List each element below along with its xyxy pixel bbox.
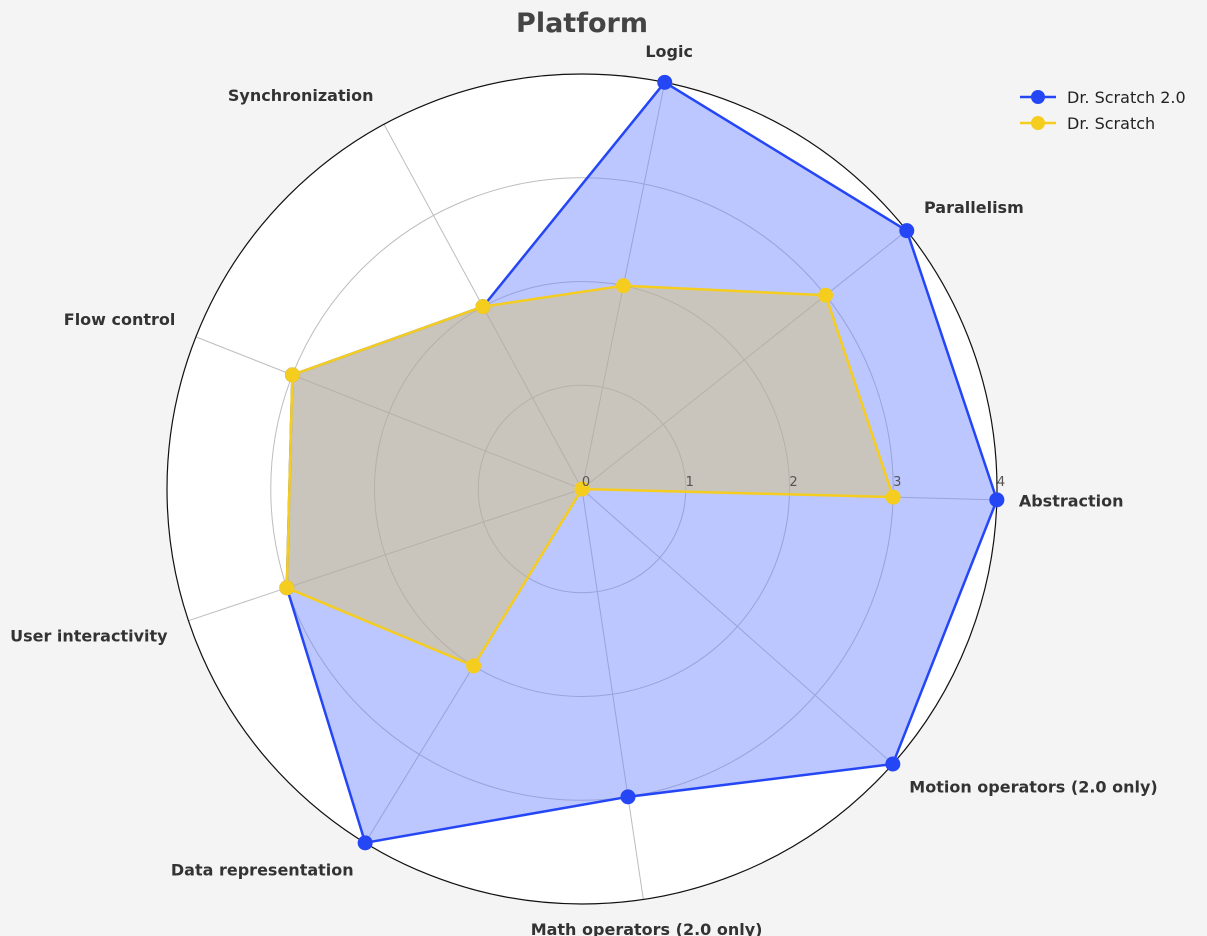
radar-series	[279, 74, 1005, 851]
radial-tick-label: 0	[582, 475, 590, 490]
legend-label: Dr. Scratch	[1067, 114, 1155, 133]
chart-title: Platform	[516, 8, 648, 39]
axis-labels: Abstraction Parallelism Logic Synchronizati…	[10, 42, 1158, 936]
axis-label: User interactivity	[10, 627, 168, 646]
legend-item: Dr. Scratch 2.0	[1020, 88, 1186, 107]
axis-label: Math operators (2.0 only)	[531, 920, 763, 936]
data-point	[899, 223, 915, 239]
data-point	[657, 74, 673, 90]
axis-label: Motion operators (2.0 only)	[909, 778, 1157, 797]
radial-tick-label: 2	[789, 475, 797, 490]
data-point	[989, 492, 1005, 508]
radial-tick-label: 4	[997, 475, 1005, 490]
spoke-line	[581, 488, 644, 900]
legend: Dr. Scratch 2.0 Dr. Scratch	[1020, 88, 1186, 133]
grid-ring	[270, 177, 894, 801]
legend-swatch-marker	[1031, 90, 1045, 104]
data-point	[279, 580, 295, 596]
data-point	[284, 367, 300, 383]
series-1	[279, 278, 901, 674]
legend-item: Dr. Scratch	[1020, 114, 1155, 133]
data-point	[357, 835, 373, 851]
legend-swatch-marker	[1031, 116, 1045, 130]
data-point	[615, 278, 631, 294]
series-area	[286, 82, 997, 843]
spoke-line	[188, 488, 583, 622]
radial-tick-label: 1	[686, 475, 694, 490]
radial-ticks: 0 1 2 3 4	[582, 475, 1005, 490]
data-point	[818, 287, 834, 303]
spoke-line	[581, 230, 908, 490]
axis-label: Synchronization	[228, 86, 374, 105]
axis-label: Logic	[645, 42, 693, 61]
data-point	[885, 489, 901, 505]
radial-tick-label: 3	[893, 475, 901, 490]
series-area	[286, 285, 894, 666]
data-point	[475, 299, 491, 315]
data-point	[466, 658, 482, 674]
legend-label: Dr. Scratch 2.0	[1067, 88, 1186, 107]
series-0	[279, 74, 1005, 851]
spoke-line	[581, 488, 894, 765]
data-point	[620, 789, 636, 805]
axis-label: Parallelism	[924, 198, 1024, 217]
outer-frame	[166, 73, 998, 905]
data-point	[574, 481, 590, 497]
axis-label: Abstraction	[1019, 491, 1124, 510]
axis-label: Flow control	[64, 310, 176, 329]
grid-ring	[374, 281, 790, 697]
spoke-line	[195, 336, 583, 490]
axis-label: Data representation	[171, 861, 354, 880]
data-point	[885, 756, 901, 772]
grid-ring	[477, 384, 687, 594]
